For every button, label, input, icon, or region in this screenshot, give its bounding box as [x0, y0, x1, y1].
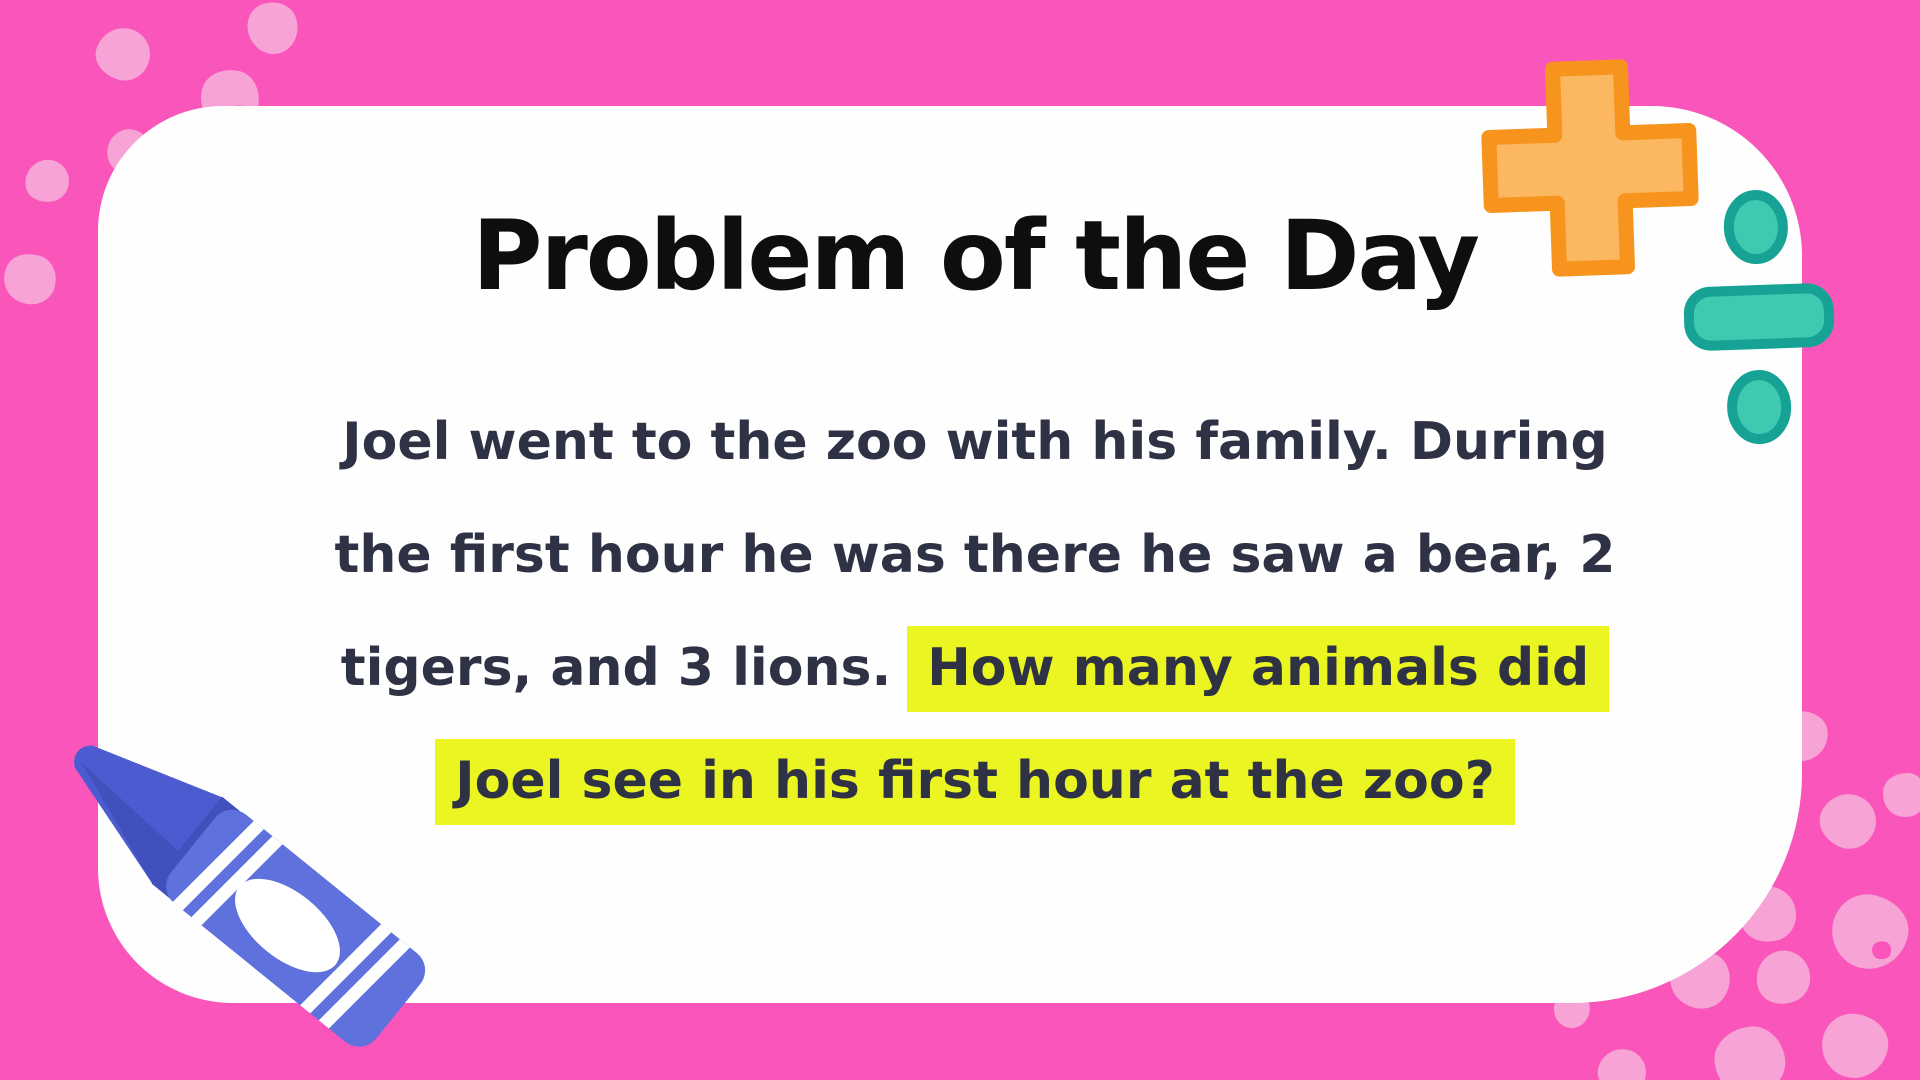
crayon-stripe — [172, 820, 264, 911]
paint-dot — [21, 155, 73, 207]
problem-line-1: Joel went to the zoo with his family. Du… — [135, 386, 1815, 499]
slide-title: Problem of the Day — [472, 200, 1480, 312]
paint-dot-hole — [1870, 940, 1893, 962]
problem-line-1-text: Joel went to the zoo with his family. Du… — [342, 412, 1608, 472]
crayon-tip-shade — [81, 762, 180, 885]
problem-line-2: the first hour he was there he saw a bea… — [135, 499, 1815, 612]
paint-dot — [1811, 785, 1885, 857]
problem-line-2-text: the first hour he was there he saw a bea… — [334, 525, 1616, 585]
paint-dot — [1747, 942, 1819, 1013]
problem-line-3: tigers, and 3 lions. How many animals did — [135, 612, 1815, 725]
problem-line-4: Joel see in his first hour at the zoo? — [135, 725, 1815, 838]
divide-bar — [1683, 283, 1835, 351]
paint-dot — [0, 247, 63, 311]
paint-dot — [240, 0, 306, 61]
paint-dot — [1709, 1021, 1791, 1080]
divide-top-dot — [1723, 190, 1788, 265]
crayon-stripe — [300, 924, 392, 1014]
crayon-stripe — [318, 939, 410, 1029]
problem-text: Joel went to the zoo with his family. Du… — [135, 386, 1815, 838]
divide-icon — [1683, 190, 1835, 445]
question-highlight-part-1: How many animals did — [907, 626, 1610, 712]
problem-card — [98, 106, 1802, 1003]
paint-dot — [1826, 888, 1914, 976]
question-highlight-part-2: Joel see in his first hour at the zoo? — [435, 739, 1515, 825]
paint-dot — [1818, 1010, 1892, 1080]
crayon-tip — [74, 745, 224, 885]
plus-icon — [1481, 59, 1699, 277]
crayon-label-oval — [235, 878, 340, 973]
crayon-icon — [74, 745, 426, 1047]
plus-shape — [1481, 59, 1699, 277]
problem-line-3-text: tigers, and 3 lions. — [340, 638, 892, 698]
divide-bottom-dot — [1727, 370, 1792, 445]
paint-dot — [1883, 773, 1920, 817]
crayon-stripe — [191, 836, 283, 926]
paint-dot — [90, 22, 156, 86]
paint-dot — [1592, 1043, 1652, 1080]
